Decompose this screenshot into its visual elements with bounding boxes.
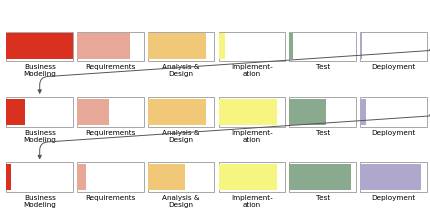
Bar — [359, 99, 365, 125]
Bar — [289, 164, 350, 190]
Bar — [218, 32, 285, 61]
Bar — [6, 32, 73, 61]
Bar — [77, 97, 143, 127]
Text: Requirements: Requirements — [85, 64, 135, 70]
Text: Analysis &
Design: Analysis & Design — [162, 195, 200, 208]
Bar — [147, 97, 214, 127]
Text: Requirements: Requirements — [85, 130, 135, 136]
Bar — [359, 33, 361, 60]
Text: Implement-
ation: Implement- ation — [230, 130, 272, 143]
Text: Test: Test — [315, 195, 329, 201]
Bar — [77, 33, 130, 60]
Bar — [6, 99, 25, 125]
Bar — [359, 162, 426, 192]
Bar — [359, 32, 426, 61]
Text: Requirements: Requirements — [85, 195, 135, 201]
Bar — [77, 99, 109, 125]
Text: Analysis &
Design: Analysis & Design — [162, 64, 200, 77]
Text: Business
Modeling: Business Modeling — [23, 195, 56, 208]
Bar — [147, 164, 184, 190]
Text: Business
Modeling: Business Modeling — [23, 130, 56, 143]
Bar — [6, 164, 11, 190]
Bar — [218, 162, 285, 192]
Bar — [289, 97, 355, 127]
Text: Analysis &
Design: Analysis & Design — [162, 130, 200, 143]
Text: Deployment: Deployment — [371, 195, 415, 201]
Bar — [77, 32, 143, 61]
Bar — [359, 164, 421, 190]
Bar — [218, 164, 276, 190]
Text: Test: Test — [315, 64, 329, 70]
Bar — [218, 33, 224, 60]
Text: Implement-
ation: Implement- ation — [230, 64, 272, 77]
Bar — [359, 97, 426, 127]
Bar — [6, 97, 73, 127]
Text: Business
Modeling: Business Modeling — [23, 64, 56, 77]
Text: Implement-
ation: Implement- ation — [230, 195, 272, 208]
Bar — [147, 33, 206, 60]
Text: Deployment: Deployment — [371, 130, 415, 136]
Bar — [289, 162, 355, 192]
Bar — [77, 162, 143, 192]
Bar — [289, 33, 292, 60]
Bar — [289, 32, 355, 61]
Bar — [147, 99, 206, 125]
Bar — [6, 162, 73, 192]
Bar — [289, 99, 325, 125]
Bar — [77, 164, 86, 190]
Text: Deployment: Deployment — [371, 64, 415, 70]
Bar — [147, 32, 214, 61]
Bar — [218, 99, 276, 125]
Text: Test: Test — [315, 130, 329, 136]
Bar — [6, 33, 73, 60]
Bar — [218, 97, 285, 127]
Bar — [147, 162, 214, 192]
